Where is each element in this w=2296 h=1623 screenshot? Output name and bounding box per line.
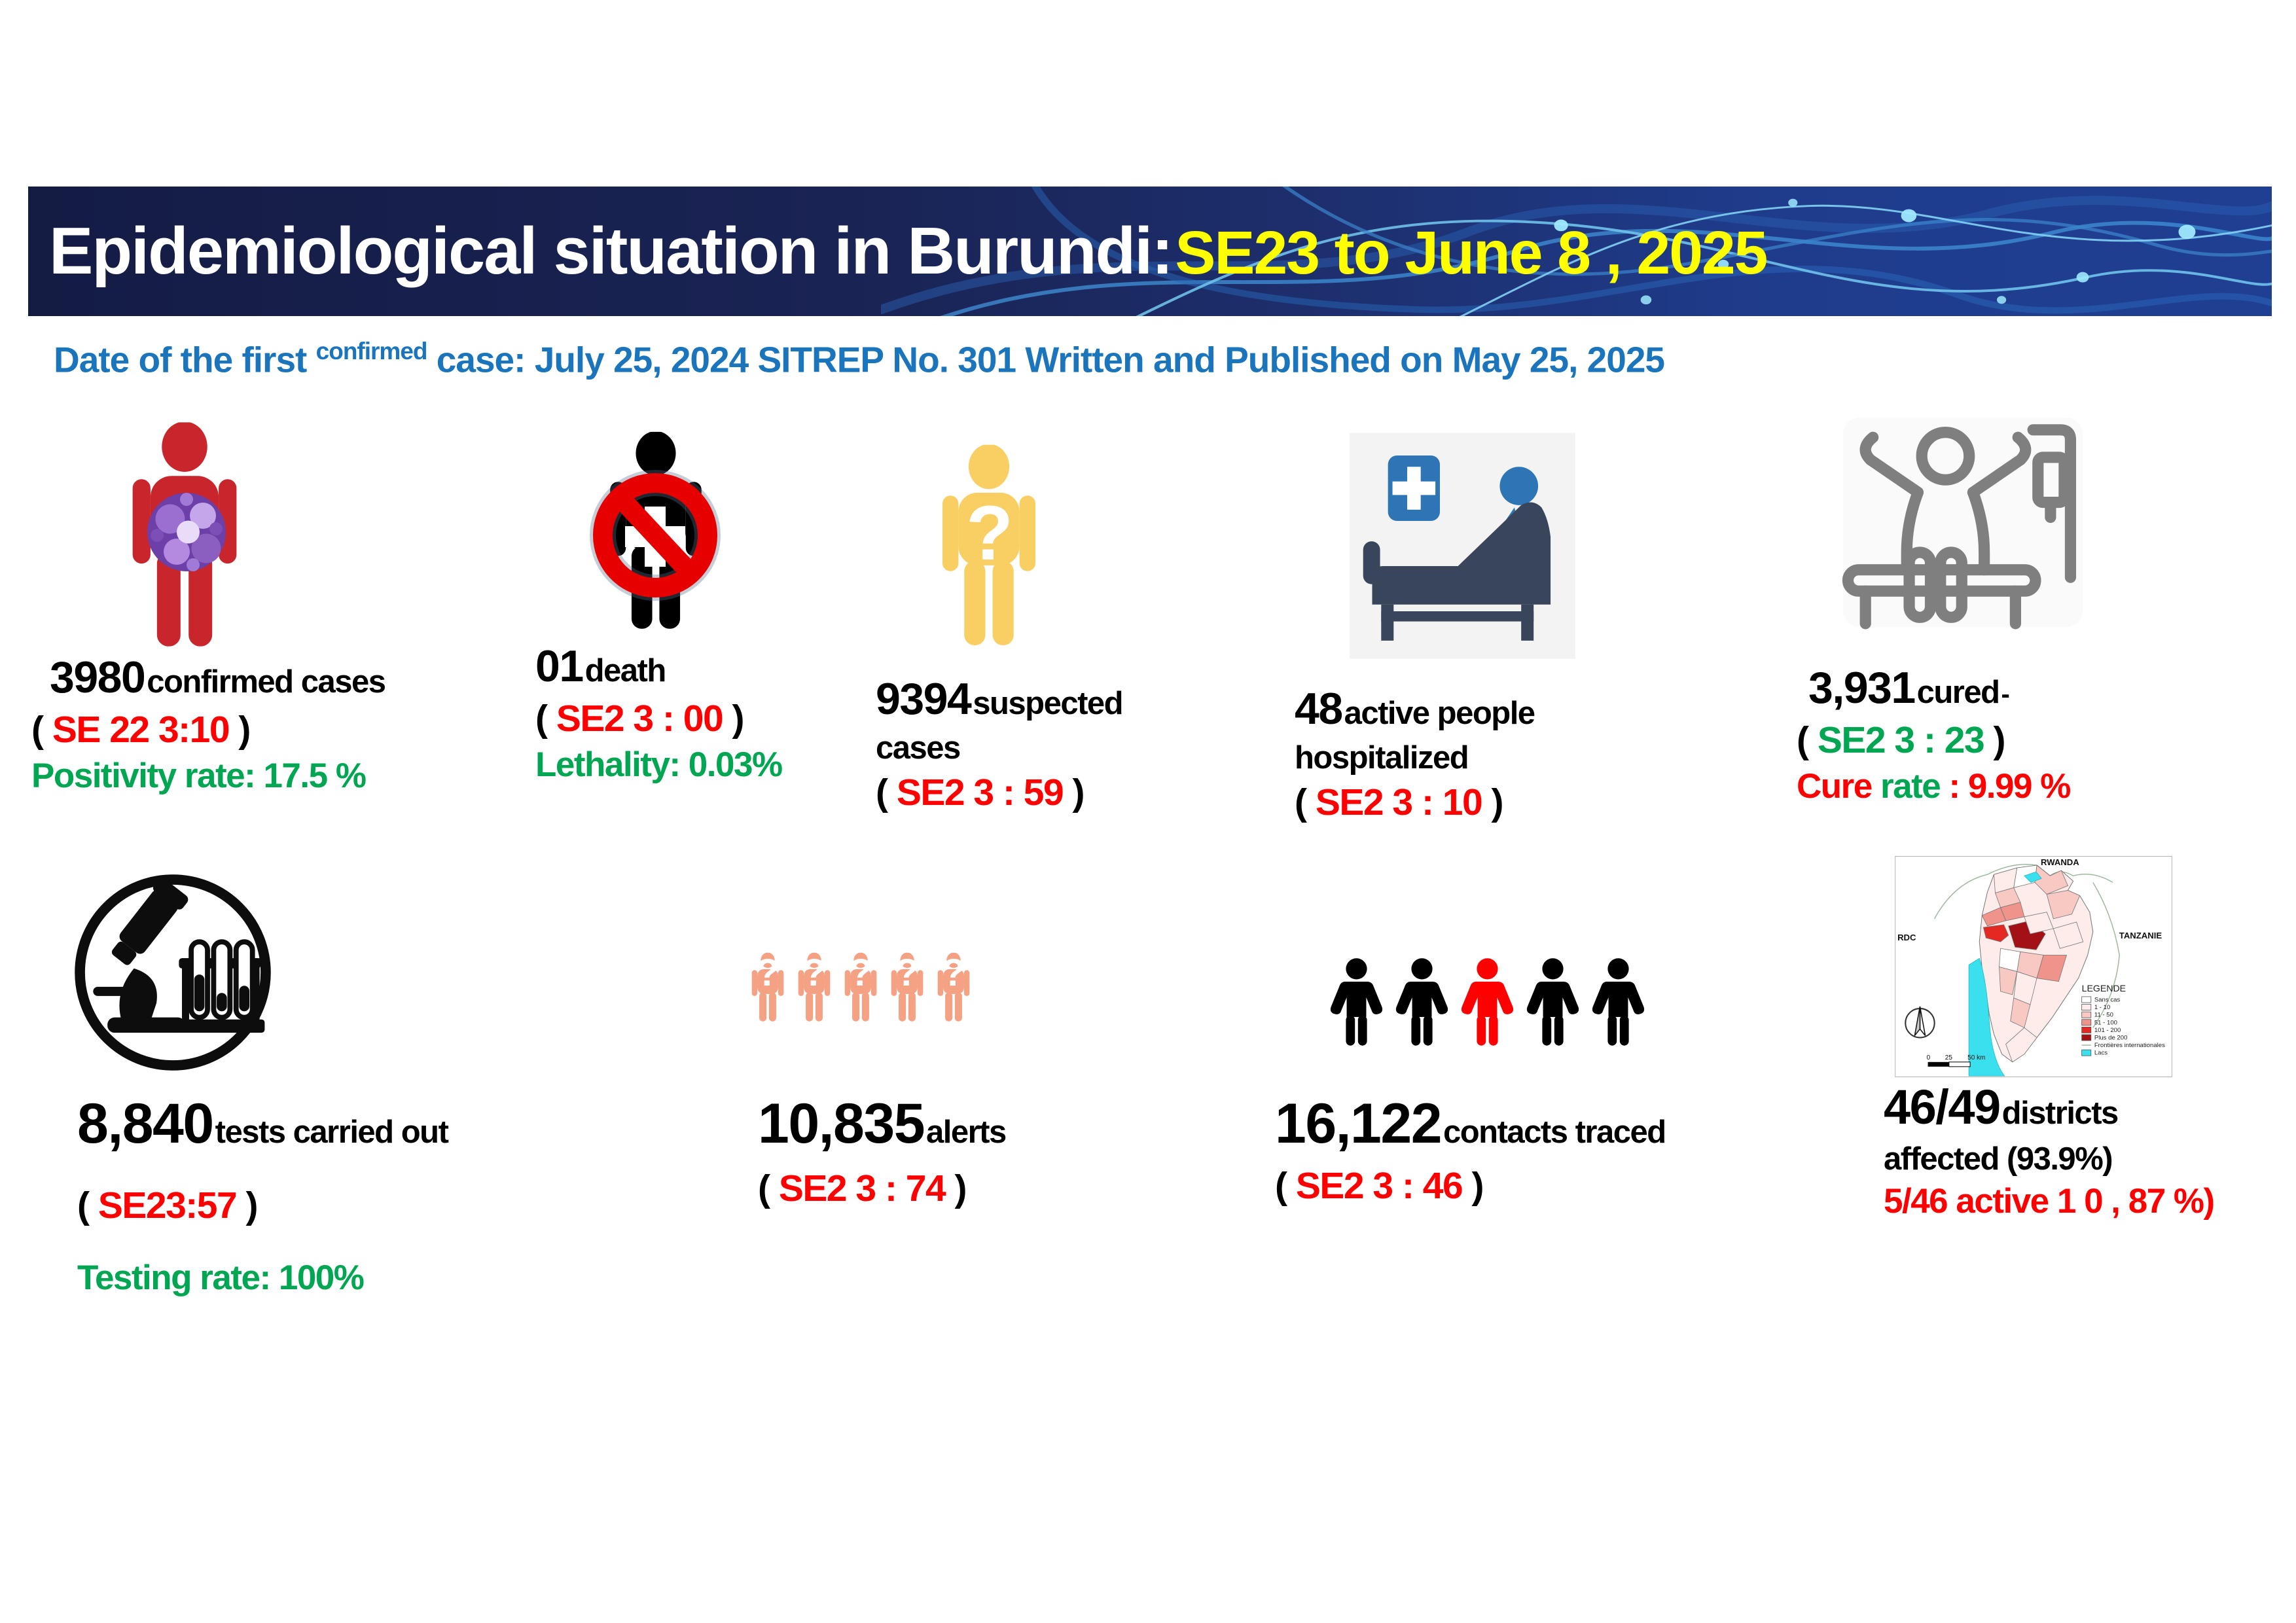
title-banner: Epidemiological situation in Burundi: SE… — [28, 187, 2272, 316]
lethality-rate: Lethality: 0.03% — [535, 745, 783, 784]
testing-rate: Testing rate: 100% — [77, 1258, 365, 1298]
confirmed-cases-person-icon — [103, 411, 266, 661]
page-title-main: Epidemiological situation in Burundi: — [49, 214, 1174, 288]
subtitle-superscript: confirmed — [315, 338, 428, 365]
alerts-stat: 10,835 alerts ( SE2 3 : 74 ) — [758, 1088, 1007, 1213]
positivity-rate: Positivity rate: 17.5 % — [31, 756, 367, 795]
contacts-stat: 16,122 contacts traced ( SE2 3 : 46 ) — [1275, 1088, 1666, 1210]
suspected-number: 9394 — [876, 674, 972, 724]
alerts-people-icons: ? ? ? ? ? — [743, 902, 978, 1073]
alerts-week: ( SE2 3 : 74 ) — [758, 1168, 967, 1210]
svg-text:?: ? — [849, 952, 872, 994]
contacts-week: ( SE2 3 : 46 ) — [1275, 1165, 1484, 1207]
confirmed-week: ( SE 22 3:10 ) — [31, 709, 251, 751]
page-title: Epidemiological situation in Burundi: SE… — [28, 214, 1768, 289]
suspected-label-2: cases — [876, 730, 961, 766]
suspected-cases-stat: 9394 suspected cases ( SE2 3 : 59 ) — [876, 671, 1124, 817]
cured-stat: 3,931 cured - ( SE2 3 : 23 ) Cure rate :… — [1797, 660, 2071, 809]
virus-icon — [147, 493, 226, 571]
subtitle-prefix: Date of the first — [54, 339, 307, 380]
map-label-rdc: RDC — [1897, 933, 1916, 942]
map-legend-title: LEGENDE — [2082, 983, 2126, 993]
contacts-label: contacts traced — [1443, 1115, 1666, 1150]
confirmed-number: 3980 — [50, 652, 146, 702]
burundi-districts-map: RWANDA TANZANIE RDC LEGENDE Sans cas 1 -… — [1895, 856, 2172, 1077]
svg-text:?: ? — [895, 952, 918, 994]
cured-week: ( SE2 3 : 23 ) — [1797, 719, 2006, 762]
contacts-people-icons — [1319, 926, 1649, 1078]
subtitle-suffix: case: July 25, 2024 SITREP No. 301 Writt… — [436, 339, 1665, 380]
legend-sans-cas: Sans cas — [2094, 996, 2121, 1003]
death-week: ( SE2 3 : 00 ) — [535, 698, 745, 740]
suspected-label-1: suspected — [973, 686, 1123, 721]
svg-text:25: 25 — [1945, 1054, 1953, 1061]
map-label-tanzanie: TANZANIE — [2119, 931, 2162, 940]
no-entry-cross-icon — [590, 470, 721, 601]
tests-number: 8,840 — [77, 1092, 214, 1155]
tests-label: tests carried out — [215, 1115, 449, 1150]
compass-icon — [1905, 1006, 1935, 1039]
hospitalized-number: 48 — [1295, 684, 1343, 734]
legend-plus-200: Plus de 200 — [2094, 1034, 2128, 1041]
legend-frontieres: Frontières internationales — [2094, 1042, 2165, 1049]
cured-person-icon — [1840, 414, 2090, 635]
hospitalized-label-2: hospitalized — [1295, 740, 1469, 776]
hospital-bed-icon — [1350, 429, 1575, 663]
contacts-number: 16,122 — [1275, 1092, 1443, 1155]
svg-text:?: ? — [756, 952, 779, 994]
confirmed-label: confirmed cases — [147, 664, 386, 700]
districts-label-1: districts — [2001, 1096, 2119, 1131]
suspected-case-person-icon: ? — [916, 429, 1062, 664]
svg-text:?: ? — [942, 952, 965, 994]
subtitle-line: Date of the first confirmed case: July 2… — [54, 338, 1665, 380]
hospitalized-stat: 48 active people hospitalized ( SE2 3 : … — [1295, 681, 1535, 827]
scale-bar: 0 25 50 km — [1927, 1054, 1986, 1067]
confirmed-cases-stat: 3980 confirmed cases ( SE 22 3:10 ) Posi… — [31, 649, 386, 798]
death-number: 01 — [535, 641, 584, 691]
svg-text:?: ? — [802, 952, 825, 994]
legend-11-50: 11 - 50 — [2094, 1012, 2113, 1019]
legend-51-100: 51 - 100 — [2094, 1019, 2117, 1026]
svg-text:0: 0 — [1927, 1054, 1931, 1061]
death-stat: 01 death ( SE2 3 : 00 ) Lethality: 0.03% — [535, 638, 783, 787]
question-mark-glyph: ? — [965, 490, 1014, 577]
legend-lacs: Lacs — [2094, 1050, 2108, 1057]
map-label-rwanda: RWANDA — [2041, 857, 2079, 867]
districts-number: 46/49 — [1884, 1080, 2001, 1134]
legend-1-10: 1 - 10 — [2094, 1004, 2111, 1011]
alerts-number: 10,835 — [758, 1092, 925, 1155]
microscope-lab-icon — [71, 867, 275, 1078]
districts-active-line: 5/46 active 1 0 , 87 %) — [1884, 1182, 2215, 1221]
cured-number: 3,931 — [1808, 663, 1916, 713]
page-title-period: SE23 to June 8 , 2025 — [1175, 218, 1768, 287]
tests-week: ( SE23:57 ) — [77, 1185, 259, 1227]
tests-stat: 8,840 tests carried out ( SE23:57 ) Test… — [77, 1088, 449, 1300]
svg-text:50 km: 50 km — [1967, 1054, 1985, 1061]
hospitalized-label-1: active people — [1344, 696, 1535, 731]
districts-stat: 46/49 districts affected (93.9%) 5/46 ac… — [1884, 1077, 2215, 1224]
cured-label: cured — [1916, 675, 2000, 710]
alerts-label: alerts — [926, 1115, 1007, 1150]
districts-label-2: affected (93.9%) — [1884, 1141, 2113, 1177]
death-person-icon — [584, 419, 727, 645]
cured-dash: - — [2001, 680, 2010, 709]
cure-rate: Cure rate : 9.99 % — [1797, 766, 2071, 806]
legend-101-200: 101 - 200 — [2094, 1027, 2121, 1034]
suspected-week: ( SE2 3 : 59 ) — [876, 771, 1085, 813]
hospitalized-week: ( SE2 3 : 10 ) — [1295, 781, 1504, 823]
death-label: death — [584, 653, 667, 688]
network-art-background — [880, 187, 2272, 316]
